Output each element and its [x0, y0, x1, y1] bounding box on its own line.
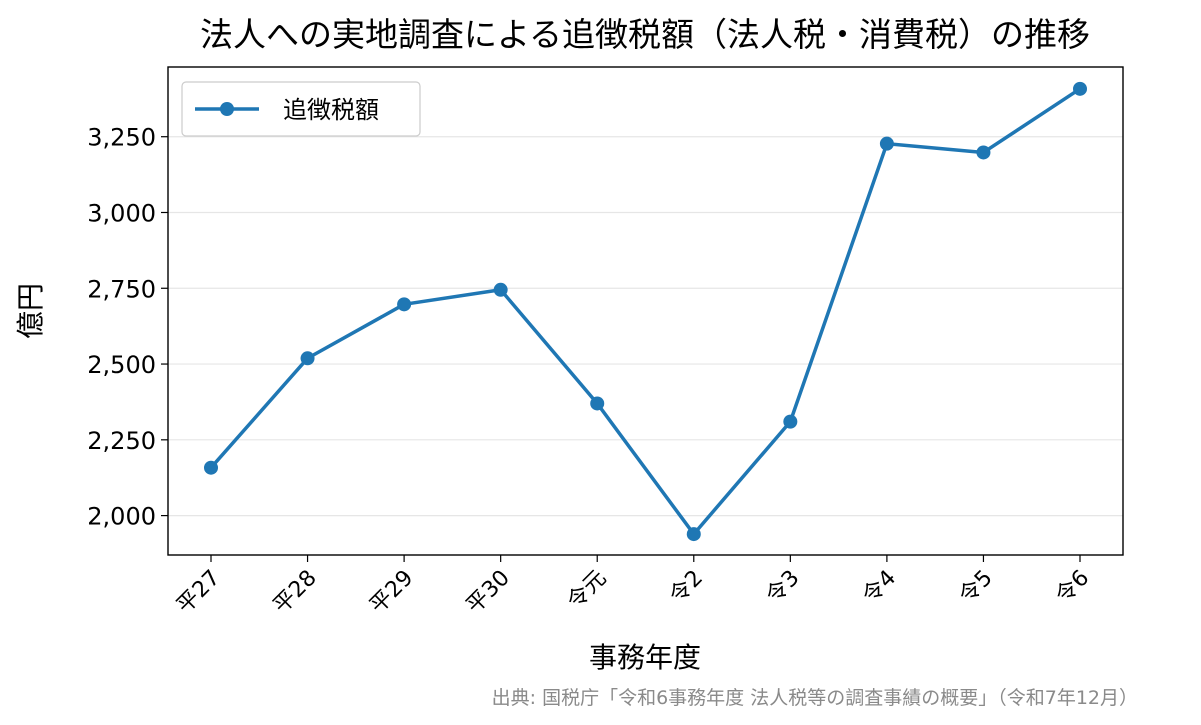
x-tick-label: 平29	[365, 566, 418, 619]
x-tick-label: 平27	[172, 566, 225, 619]
y-tick-label: 2,500	[87, 351, 156, 379]
data-point	[590, 396, 605, 411]
legend-label: 追徴税額	[283, 96, 379, 124]
x-tick-label: 令3	[761, 566, 804, 609]
chart-title: 法人への実地調査による追徴税額（法人税・消費税）の推移	[200, 15, 1090, 54]
x-tick-label: 令6	[1051, 566, 1094, 609]
data-point	[783, 414, 798, 429]
data-point	[1073, 81, 1087, 96]
data-point	[493, 282, 508, 297]
plot-area-frame	[167, 66, 1124, 556]
legend: 追徴税額	[181, 81, 421, 137]
data-point	[300, 351, 315, 366]
grid-lines	[168, 136, 1123, 517]
legend-box	[181, 81, 421, 137]
x-axis: 平27 平28 平29 平30 令元 令2 令3 令4 令5 令6	[172, 555, 1094, 619]
y-tick-label: 2,250	[87, 427, 156, 455]
x-tick-label: 令2	[665, 566, 708, 609]
data-point	[686, 527, 701, 542]
data-points	[204, 81, 1087, 542]
data-point	[976, 145, 991, 160]
series-line-layer	[209, 87, 1081, 536]
y-axis: 2,000 2,250 2,500 2,750 3,000 3,250	[87, 124, 168, 531]
data-point	[879, 136, 894, 151]
x-axis-label: 事務年度	[589, 641, 701, 674]
x-tick-label: 平30	[462, 566, 515, 619]
data-point	[204, 460, 218, 475]
x-tick-label: 令元	[563, 566, 612, 615]
x-tick-label: 令4	[858, 566, 901, 609]
source-note: 出典: 国税庁「令和6事務年度 法人税等の調査事績の概要」（令和7年12月）	[492, 687, 1138, 709]
y-tick-label: 2,000	[87, 503, 156, 531]
y-tick-label: 3,000	[87, 199, 156, 227]
legend-marker-swatch	[220, 102, 234, 116]
y-tick-label: 2,750	[87, 275, 156, 303]
x-tick-label: 平28	[269, 566, 322, 619]
series-line	[209, 87, 1081, 536]
y-tick-label: 3,250	[87, 124, 156, 152]
y-axis-label: 億円	[14, 283, 47, 339]
x-tick-label: 令5	[955, 566, 998, 609]
data-point	[397, 297, 412, 312]
